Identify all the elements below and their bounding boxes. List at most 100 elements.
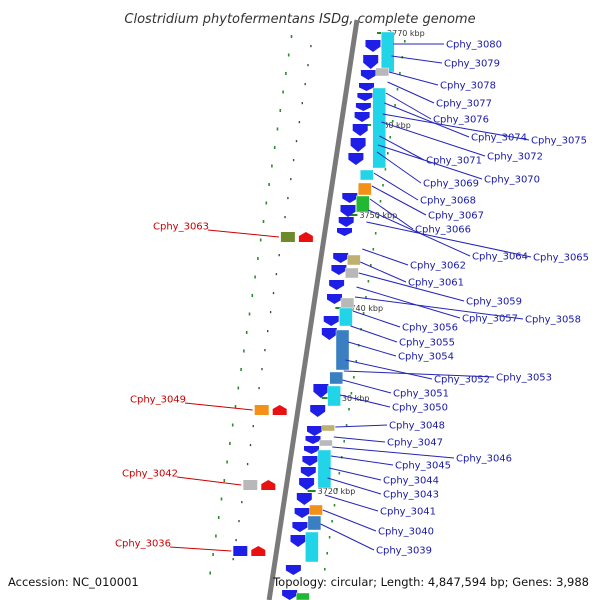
gene-label[interactable]: Cphy_3066 (415, 225, 471, 236)
gene-leader-line (358, 272, 465, 302)
gene-label[interactable]: Cphy_3069 (423, 179, 479, 190)
gene-leader-line (350, 325, 398, 343)
gene-label[interactable]: Cphy_3036 (115, 539, 171, 550)
gene-label[interactable]: Cphy_3065 (533, 253, 589, 264)
gene-label[interactable]: Cphy_3056 (402, 323, 458, 334)
gene-label[interactable]: Cphy_3078 (440, 81, 496, 92)
gene-label[interactable]: Cphy_3041 (380, 507, 436, 518)
gene-label[interactable]: Cphy_3042 (122, 469, 178, 480)
outer-ring-tick (229, 442, 231, 445)
inner-ring-tick (292, 159, 295, 162)
forward-gene[interactable] (292, 522, 308, 532)
gene-label[interactable]: Cphy_3075 (531, 136, 587, 147)
gene-label[interactable]: Cphy_3057 (462, 314, 518, 325)
forward-gene[interactable] (333, 253, 349, 263)
forward-gene[interactable] (299, 478, 315, 490)
gene-label[interactable]: Cphy_3074 (471, 133, 527, 144)
forward-gene[interactable] (355, 103, 371, 111)
gene-leader-line (376, 151, 422, 184)
gene-leader-line (207, 229, 279, 238)
gene-label[interactable]: Cphy_3049 (130, 395, 186, 406)
gene-label[interactable]: Cphy_3070 (484, 175, 540, 186)
forward-gene[interactable] (294, 508, 310, 518)
forward-gene[interactable] (352, 124, 368, 136)
gene-label[interactable]: Cphy_3058 (525, 315, 581, 326)
forward-gene[interactable] (354, 112, 370, 122)
forward-gene[interactable] (296, 493, 312, 505)
forward-gene[interactable] (342, 193, 358, 203)
gene-leader-line (332, 446, 455, 459)
forward-gene[interactable] (338, 217, 354, 227)
gene-label[interactable]: Cphy_3047 (387, 438, 443, 449)
forward-gene[interactable] (313, 384, 329, 398)
reverse-gene[interactable] (298, 232, 313, 242)
feature-block (356, 195, 370, 213)
gene-label[interactable]: Cphy_3064 (472, 252, 528, 263)
forward-gene[interactable] (363, 55, 379, 69)
gene-label[interactable]: Cphy_3040 (378, 527, 434, 538)
forward-gene[interactable] (337, 228, 352, 236)
gene-label[interactable]: Cphy_3072 (487, 152, 543, 163)
gene-label[interactable]: Cphy_3062 (410, 261, 466, 272)
gene-label[interactable]: Cphy_3039 (376, 546, 432, 557)
forward-gene[interactable] (350, 138, 366, 152)
gene-label[interactable]: Cphy_3061 (408, 278, 464, 289)
forward-gene[interactable] (357, 93, 373, 101)
gene-label[interactable]: Cphy_3043 (383, 490, 439, 501)
forward-gene[interactable] (365, 40, 381, 52)
feature-block (347, 254, 361, 266)
outer-ring-tick (215, 534, 217, 538)
gene-labels[interactable]: Cphy_3080 Cphy_3079 Cphy_3078 Cphy_3077 Cphy… (115, 40, 589, 557)
forward-gene[interactable] (331, 265, 347, 275)
gene-label[interactable]: Cphy_3067 (428, 211, 484, 222)
gene-label[interactable]: Cphy_3045 (395, 461, 451, 472)
gene-leader-line (381, 121, 486, 157)
gene-label[interactable]: Cphy_3059 (466, 297, 522, 308)
kbp-label: 3740 kbp (345, 304, 383, 313)
gene-label[interactable]: Cphy_3053 (496, 373, 552, 384)
gene-leader-line (354, 296, 524, 320)
forward-gene[interactable] (285, 565, 301, 575)
gene-label[interactable]: Cphy_3048 (389, 421, 445, 432)
gene-label[interactable]: Cphy_3052 (434, 375, 490, 386)
gene-label[interactable]: Cphy_3063 (153, 222, 209, 233)
forward-gene[interactable] (360, 70, 376, 80)
forward-gene[interactable] (321, 328, 337, 340)
gene-label[interactable]: Cphy_3055 (399, 338, 455, 349)
gene-label[interactable]: Cphy_3050 (392, 403, 448, 414)
reverse-feature-block (254, 405, 269, 415)
feature-block (329, 371, 343, 385)
gene-label[interactable]: Cphy_3076 (433, 115, 489, 126)
forward-gene[interactable] (327, 294, 342, 304)
gene-label[interactable]: Cphy_3054 (398, 352, 454, 363)
gene-label[interactable]: Cphy_3077 (436, 99, 492, 110)
forward-gene[interactable] (300, 467, 316, 477)
forward-gene[interactable] (340, 205, 356, 217)
forward-gene[interactable] (323, 316, 339, 326)
reverse-gene[interactable] (251, 546, 266, 556)
forward-gene[interactable] (282, 590, 298, 600)
forward-gene[interactable] (290, 535, 306, 547)
reverse-gene[interactable] (272, 405, 287, 415)
forward-gene[interactable] (305, 436, 321, 444)
reverse-feature-block (280, 232, 295, 242)
forward-gene[interactable] (302, 456, 318, 466)
gene-label[interactable]: Cphy_3046 (456, 454, 512, 465)
right-ring-tick (374, 232, 377, 235)
right-ring-tick (355, 360, 358, 363)
forward-gene[interactable] (304, 446, 319, 454)
inner-ring-tick (264, 349, 266, 352)
forward-gene[interactable] (310, 405, 326, 417)
gene-label[interactable]: Cphy_3051 (393, 389, 449, 400)
forward-gene[interactable] (348, 153, 364, 165)
forward-gene[interactable] (329, 280, 345, 290)
gene-label[interactable]: Cphy_3080 (446, 40, 502, 51)
gene-label[interactable]: Cphy_3079 (444, 59, 500, 70)
forward-gene[interactable] (307, 426, 322, 436)
gene-label[interactable]: Cphy_3044 (383, 476, 439, 487)
gene-label[interactable]: Cphy_3071 (426, 156, 482, 167)
reverse-gene[interactable] (261, 480, 276, 490)
forward-gene[interactable] (359, 83, 374, 91)
outer-ring-tick (212, 553, 214, 556)
gene-label[interactable]: Cphy_3068 (420, 196, 476, 207)
